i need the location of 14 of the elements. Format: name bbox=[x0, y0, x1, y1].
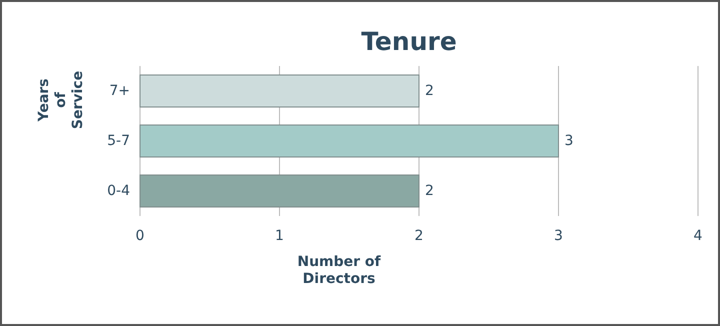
x-tick-label: 1 bbox=[275, 228, 284, 244]
chart-title: Tenure bbox=[361, 27, 457, 56]
x-tick-label: 3 bbox=[554, 228, 563, 244]
data-label: 3 bbox=[564, 133, 574, 149]
y-axis-title: Years of Service bbox=[36, 70, 86, 130]
x-tick-label: 0 bbox=[136, 228, 144, 244]
y-tick-label: 7+ bbox=[109, 83, 130, 99]
x-tick-label: 4 bbox=[694, 228, 703, 244]
x-tick-label: 2 bbox=[414, 228, 424, 244]
y-tick-label: 5-7 bbox=[107, 133, 130, 149]
data-label: 2 bbox=[425, 83, 434, 99]
data-label: 2 bbox=[425, 183, 434, 199]
y-tick-label: 0-4 bbox=[107, 183, 130, 199]
x-axis-title: Number of Directors bbox=[297, 254, 382, 287]
